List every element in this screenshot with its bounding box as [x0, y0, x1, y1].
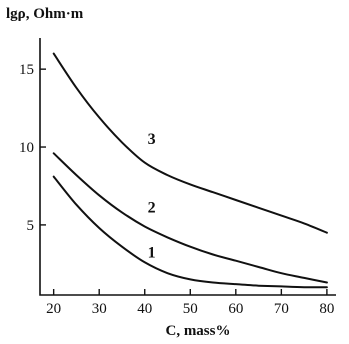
- x-axis-title: C, mass%: [165, 323, 230, 339]
- curve-3: [52, 52, 328, 234]
- x-tick-label-30: 30: [92, 301, 107, 317]
- curves: [52, 52, 328, 289]
- curve-label-3: 3: [148, 131, 156, 148]
- x-tick-label-40: 40: [137, 301, 152, 317]
- x-tick-label-20: 20: [46, 301, 61, 317]
- curve-1: [52, 175, 328, 289]
- axis-frame: [39, 38, 336, 296]
- x-tick-label-70: 70: [274, 301, 289, 317]
- x-ticks: 20 30 40 50 60 70 80: [46, 289, 334, 317]
- x-tick-label-50: 50: [183, 301, 198, 317]
- y-tick-label-5: 5: [27, 218, 35, 234]
- y-ticks: 5 10 15: [19, 62, 46, 234]
- y-tick-label-15: 15: [19, 62, 34, 78]
- x-tick-label-80: 80: [319, 301, 334, 317]
- curve-2: [52, 152, 328, 284]
- x-tick-label-60: 60: [228, 301, 243, 317]
- curve-label-1: 1: [148, 245, 156, 262]
- curve-label-2: 2: [148, 199, 156, 216]
- y-tick-label-10: 10: [19, 140, 34, 156]
- curve-labels: 1 2 3: [148, 131, 156, 262]
- axes: [39, 38, 336, 296]
- y-axis-title: lgρ, Ohm·m: [6, 6, 84, 22]
